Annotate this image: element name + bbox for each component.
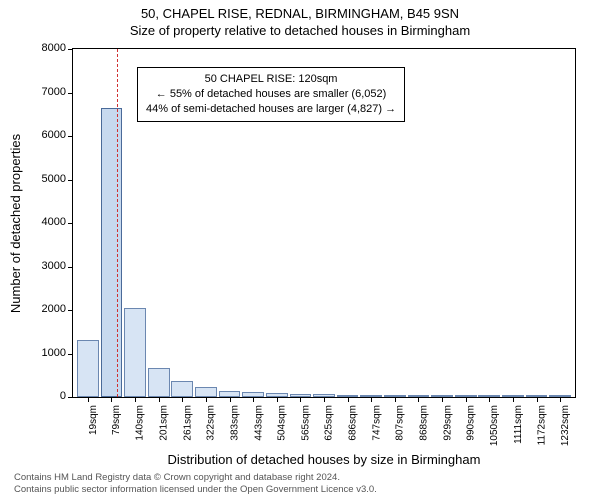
footer-line2: Contains public sector information licen… [14, 484, 377, 496]
x-tick-label: 79sqm [111, 405, 122, 435]
x-tick-mark [442, 397, 443, 402]
x-tick-label: 201sqm [159, 405, 170, 441]
histogram-bar [101, 108, 123, 397]
x-axis-label: Distribution of detached houses by size … [72, 452, 576, 467]
y-tick-label: 4000 [16, 216, 66, 228]
y-tick-label: 2000 [16, 303, 66, 315]
x-tick-label: 261sqm [182, 405, 193, 441]
x-tick-label: 140sqm [135, 405, 146, 441]
x-tick-label: 19sqm [88, 405, 99, 435]
annotation-box: 50 CHAPEL RISE: 120sqm← 55% of detached … [137, 67, 405, 122]
x-tick-label: 990sqm [466, 405, 477, 441]
x-tick-label: 565sqm [300, 405, 311, 441]
x-tick-label: 686sqm [348, 405, 359, 441]
y-tick-mark [68, 180, 73, 181]
annotation-line2: ← 55% of detached houses are smaller (6,… [146, 87, 396, 102]
footer-attribution: Contains HM Land Registry data © Crown c… [14, 472, 377, 496]
y-tick-mark [68, 310, 73, 311]
x-tick-label: 868sqm [418, 405, 429, 441]
x-tick-mark [466, 397, 467, 402]
chart-container: 50, CHAPEL RISE, REDNAL, BIRMINGHAM, B45… [0, 0, 600, 500]
y-tick-label: 8000 [16, 42, 66, 54]
y-tick-label: 3000 [16, 260, 66, 272]
x-tick-mark [537, 397, 538, 402]
x-tick-mark [88, 397, 89, 402]
annotation-line1: 50 CHAPEL RISE: 120sqm [146, 72, 396, 87]
x-tick-mark [206, 397, 207, 402]
x-tick-mark [395, 397, 396, 402]
y-tick-label: 7000 [16, 86, 66, 98]
y-tick-label: 0 [16, 390, 66, 402]
y-tick-mark [68, 223, 73, 224]
x-tick-label: 383sqm [230, 405, 241, 441]
x-tick-label: 1111sqm [513, 405, 524, 444]
x-tick-mark [489, 397, 490, 402]
histogram-bar [124, 308, 146, 397]
x-tick-mark [277, 397, 278, 402]
plot-area: 19sqm79sqm140sqm201sqm261sqm322sqm383sqm… [72, 48, 576, 398]
chart-title-line2: Size of property relative to detached ho… [0, 23, 600, 38]
annotation-line3: 44% of semi-detached houses are larger (… [146, 102, 396, 117]
x-tick-label: 504sqm [277, 405, 288, 441]
histogram-bar [171, 381, 193, 397]
x-tick-label: 625sqm [324, 405, 335, 441]
x-tick-mark [348, 397, 349, 402]
x-tick-mark [371, 397, 372, 402]
histogram-bar [77, 340, 99, 397]
y-tick-label: 6000 [16, 129, 66, 141]
x-tick-label: 443sqm [253, 405, 264, 441]
x-tick-label: 1232sqm [560, 405, 571, 446]
y-tick-label: 5000 [16, 173, 66, 185]
x-tick-mark [182, 397, 183, 402]
x-tick-mark [324, 397, 325, 402]
y-tick-mark [68, 93, 73, 94]
y-tick-mark [68, 49, 73, 50]
chart-title-line1: 50, CHAPEL RISE, REDNAL, BIRMINGHAM, B45… [0, 6, 600, 21]
x-tick-mark [159, 397, 160, 402]
x-tick-label: 322sqm [206, 405, 217, 441]
y-tick-mark [68, 136, 73, 137]
y-tick-label: 1000 [16, 347, 66, 359]
x-tick-label: 807sqm [395, 405, 406, 441]
x-tick-mark [135, 397, 136, 402]
histogram-bar [148, 368, 170, 397]
x-tick-mark [513, 397, 514, 402]
histogram-bar [195, 387, 217, 397]
x-tick-mark [560, 397, 561, 402]
x-tick-mark [253, 397, 254, 402]
x-tick-mark [418, 397, 419, 402]
x-tick-label: 1050sqm [489, 405, 500, 446]
y-tick-mark [68, 354, 73, 355]
x-tick-label: 929sqm [442, 405, 453, 441]
x-tick-label: 747sqm [371, 405, 382, 441]
y-tick-mark [68, 267, 73, 268]
x-tick-label: 1172sqm [537, 405, 548, 445]
y-tick-mark [68, 397, 73, 398]
footer-line1: Contains HM Land Registry data © Crown c… [14, 472, 377, 484]
x-tick-mark [230, 397, 231, 402]
x-tick-mark [300, 397, 301, 402]
reference-line [117, 49, 118, 397]
x-tick-mark [111, 397, 112, 402]
